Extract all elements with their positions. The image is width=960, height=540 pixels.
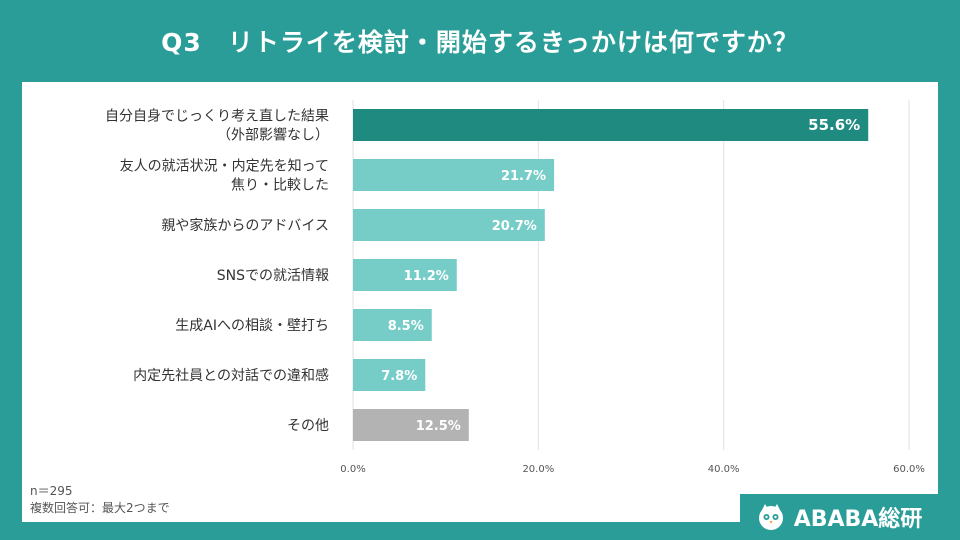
bar-chart: 0.0% 20.0% 40.0% 60.0% 55.6% 自分自身でじっくり考え直した結果… xyxy=(105,100,925,475)
category-label: 生成AIへの相談・壁打ち xyxy=(175,317,329,334)
bar xyxy=(353,109,869,141)
x-tick-label: 0.0% xyxy=(340,464,365,475)
chart-title: Q3 リトライを検討・開始するきっかけは何ですか？ xyxy=(161,28,799,57)
bar-value-label: 11.2% xyxy=(404,269,449,284)
bar xyxy=(353,259,457,291)
bar xyxy=(353,159,555,191)
category-label: その他 xyxy=(287,418,329,434)
x-tick-label: 40.0% xyxy=(708,464,740,475)
bar xyxy=(353,209,545,241)
category-label: （外部影響なし） xyxy=(217,127,329,144)
chart-panel: 0.0% 20.0% 40.0% 60.0% 55.6% 自分自身でじっくり考え直した結果… xyxy=(22,82,938,522)
brand-badge: ABABA総研 xyxy=(740,494,938,540)
category-label: 友人の就活状況・内定先を知って xyxy=(120,158,329,175)
category-label: 焦り・比較した xyxy=(231,178,329,194)
bar xyxy=(353,409,469,441)
x-tick-label: 20.0% xyxy=(522,464,554,475)
category-label: 内定先社員との対話での違和感 xyxy=(133,367,329,384)
category-label: 自分自身でじっくり考え直した結果 xyxy=(105,108,329,125)
category-label: 親や家族からのアドバイス xyxy=(161,217,329,234)
brand-name: ABABA総研 xyxy=(793,507,923,532)
bar-value-label: 55.6% xyxy=(808,116,860,134)
bar-value-label: 21.7% xyxy=(501,169,546,184)
x-tick-label: 60.0% xyxy=(893,464,925,475)
owl-logo-icon xyxy=(758,504,783,530)
bar xyxy=(353,309,432,341)
sample-size-note: n＝295 xyxy=(30,484,73,498)
answer-rule-note: 複数回答可：最大2つまで xyxy=(30,501,170,515)
bar-value-label: 12.5% xyxy=(416,419,461,434)
bar-value-label: 8.5% xyxy=(388,319,424,334)
bar-value-label: 7.8% xyxy=(381,369,417,384)
bar xyxy=(353,359,426,391)
bar-value-label: 20.7% xyxy=(492,219,537,234)
category-label: SNSでの就活情報 xyxy=(217,268,329,284)
